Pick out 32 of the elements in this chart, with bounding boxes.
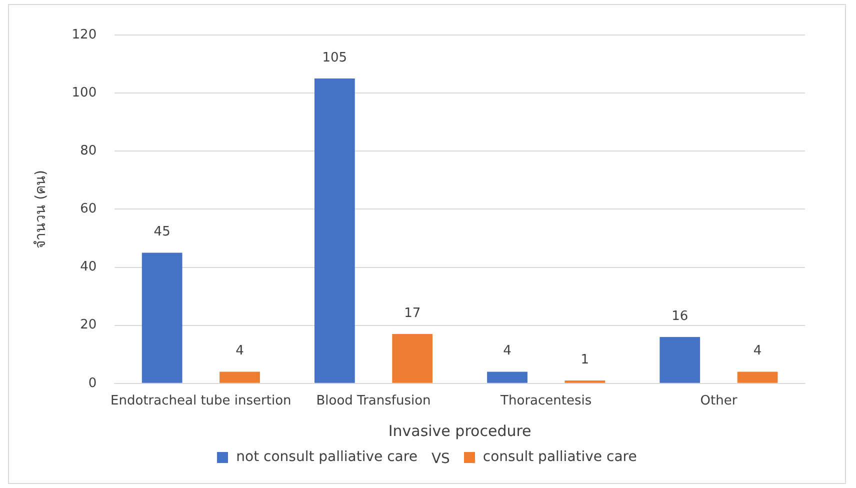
legend-label: not consult palliative care (236, 449, 418, 465)
bar (314, 78, 355, 383)
y-tick-label: 0 (88, 376, 97, 391)
y-tick-label: 40 (80, 260, 97, 275)
x-axis-title: Invasive procedure (388, 422, 532, 440)
bar (392, 334, 433, 383)
y-tick-label: 20 (80, 318, 97, 333)
bar (564, 380, 606, 383)
y-axis-title: จำนวน (คน) (33, 170, 50, 248)
text: VS (431, 450, 450, 466)
bar (737, 372, 778, 383)
data-label: 45 (154, 224, 170, 240)
bar (487, 372, 528, 383)
x-tick-label: Endotracheal tube insertion (110, 394, 292, 409)
data-label: 4 (503, 344, 512, 359)
y-tick-label: 60 (80, 202, 97, 217)
data-label: 17 (404, 306, 421, 321)
data-label: 105 (322, 50, 348, 66)
data-label: 16 (672, 308, 688, 324)
bar (220, 372, 260, 383)
y-tick-label: 120 (72, 27, 97, 42)
data-label: 4 (236, 344, 244, 359)
data-label: 4 (753, 344, 762, 359)
x-tick-label: Other (700, 394, 738, 409)
bar (660, 336, 700, 383)
x-tick-label: Blood Transfusion (316, 394, 431, 409)
data-label: 1 (580, 352, 590, 368)
x-tick-label: Thoracentesis (500, 394, 592, 409)
y-tick-label: 80 (80, 144, 97, 159)
y-tick-label: 100 (72, 85, 97, 100)
legend-label: consult palliative care (482, 449, 637, 465)
bar (142, 252, 182, 383)
